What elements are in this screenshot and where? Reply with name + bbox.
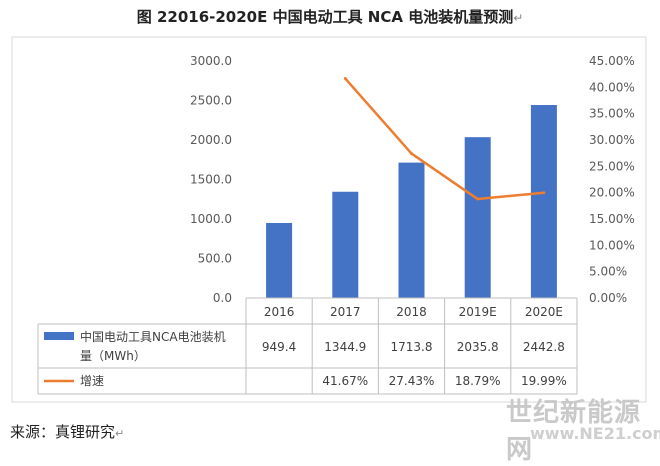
chart: 0.0 500.0 1000.0 1500.0 2000.0 2500.0 3000.0 0.… — [11, 36, 647, 403]
data-label-line: 41.67% — [322, 374, 368, 388]
growth-point — [476, 197, 480, 201]
y-left-tick-label: 500.0 — [198, 252, 232, 266]
bar — [266, 222, 293, 298]
category-label: 2019E — [459, 305, 497, 319]
growth-point — [410, 152, 413, 156]
data-label-bar: 2442.8 — [523, 340, 565, 354]
source-text: 来源：真锂研究 — [10, 423, 116, 441]
source-paragraph-mark-icon: ↵ — [115, 427, 125, 440]
data-label-bar: 1344.9 — [324, 340, 366, 354]
chart-title-text: 图 22016-2020E 中国电动工具 NCA 电池装机量预测 — [136, 8, 514, 26]
legend-bar-label-line1: 中国电动工具NCA电池装机 — [80, 329, 226, 344]
growth-line — [344, 77, 545, 201]
legend-bar-label-line2: 量（MWh） — [80, 349, 146, 363]
bar — [398, 162, 425, 298]
data-label-bar: 2035.8 — [457, 340, 499, 354]
source-note: 来源：真锂研究↵ — [10, 421, 124, 442]
data-label-line: 19.99% — [521, 374, 567, 388]
y-left-tick-label: 0.0 — [213, 291, 232, 305]
y-right-tick-label: 30.00% — [589, 133, 635, 147]
chart-title: 图 22016-2020E 中国电动工具 NCA 电池装机量预测↵ — [0, 6, 660, 27]
y-left-tick-label: 3000.0 — [190, 54, 232, 68]
data-label-line: 27.43% — [389, 374, 435, 388]
watermark-url: www.NE21.com — [530, 424, 660, 443]
paragraph-mark-icon: ↵ — [513, 11, 524, 25]
y-right-tick-label: 45.00% — [589, 54, 635, 68]
growth-point — [343, 77, 347, 81]
bar — [332, 191, 359, 298]
y-right-tick-label: 35.00% — [589, 107, 635, 121]
bar — [464, 137, 491, 298]
y-left-tick-label: 1500.0 — [190, 173, 232, 187]
category-label: 2020E — [525, 305, 563, 319]
y-right-tick-label: 40.00% — [589, 80, 635, 94]
bar — [530, 105, 557, 298]
category-label: 2016 — [264, 305, 295, 319]
y-left-tick-label: 1000.0 — [190, 212, 232, 226]
data-label-bar: 1713.8 — [391, 340, 433, 354]
y-right-tick-label: 15.00% — [589, 212, 635, 226]
y-right-tick-label: 10.00% — [589, 238, 635, 252]
legend-bar-swatch — [44, 332, 74, 340]
y-right-tick-label: 0.00% — [589, 291, 627, 305]
y-right-tick-label: 25.00% — [589, 159, 635, 173]
data-label-line: 18.79% — [455, 374, 501, 388]
y-right-tick-label: 20.00% — [589, 186, 635, 200]
growth-point — [542, 191, 546, 195]
y-right-tick-label: 5.00% — [589, 265, 627, 279]
chart-frame — [11, 36, 647, 403]
y-left-tick-label: 2500.0 — [190, 94, 232, 108]
legend-line-label: 增速 — [80, 374, 104, 388]
y-left-tick-label: 2000.0 — [190, 133, 232, 147]
data-label-bar: 949.4 — [262, 340, 296, 354]
category-label: 2018 — [396, 305, 427, 319]
category-label: 2017 — [330, 305, 361, 319]
